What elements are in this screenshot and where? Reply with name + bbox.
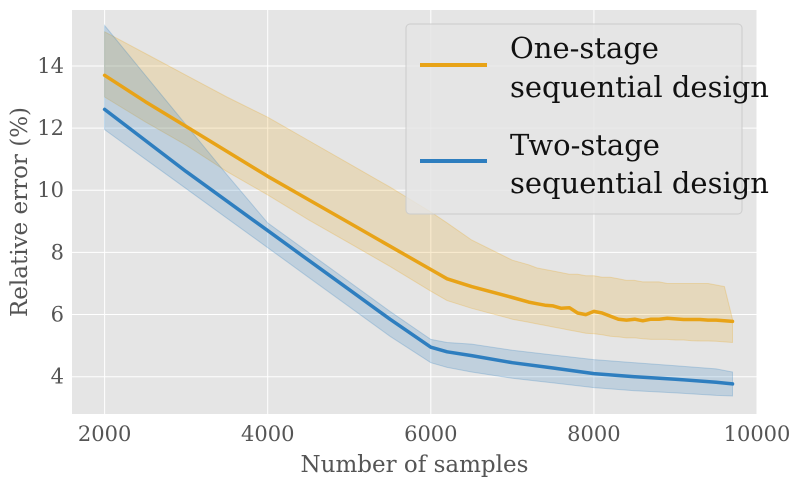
y-tick-label: 10 bbox=[37, 178, 64, 202]
y-tick-label: 6 bbox=[51, 303, 64, 327]
x-tick-label: 8000 bbox=[567, 422, 620, 446]
x-axis-label: Number of samples bbox=[301, 452, 529, 478]
tick-labels: 2000 4000 6000 8000 10000 4 6 8 10 12 14 bbox=[37, 54, 790, 446]
y-axis-label: Relative error (%) bbox=[7, 107, 33, 317]
legend-label-one-stage-line1: One-stage bbox=[510, 31, 659, 65]
series-lines bbox=[102, 73, 735, 386]
legend: One-stage sequential design Two-stage se… bbox=[405, 23, 769, 215]
legend-label-one-stage-line2: sequential design bbox=[510, 70, 769, 104]
confidence-bands bbox=[104, 24, 733, 397]
series-line-two-stage bbox=[102, 107, 735, 386]
y-tick-label: 12 bbox=[37, 116, 64, 140]
legend-box bbox=[405, 23, 743, 215]
series-line-one-stage bbox=[102, 73, 735, 324]
y-tick-label: 8 bbox=[51, 240, 64, 264]
y-tick-label: 4 bbox=[51, 365, 64, 389]
band-one-stage bbox=[104, 30, 733, 344]
x-tick-label: 10000 bbox=[724, 422, 791, 446]
x-tick-label: 2000 bbox=[78, 422, 131, 446]
y-tick-label: 14 bbox=[37, 54, 64, 78]
legend-label-two-stage-line2: sequential design bbox=[510, 166, 769, 200]
legend-label-two-stage-line1: Two-stage bbox=[510, 128, 660, 162]
x-tick-label: 6000 bbox=[404, 422, 457, 446]
band-two-stage bbox=[104, 24, 733, 397]
x-tick-label: 4000 bbox=[241, 422, 294, 446]
